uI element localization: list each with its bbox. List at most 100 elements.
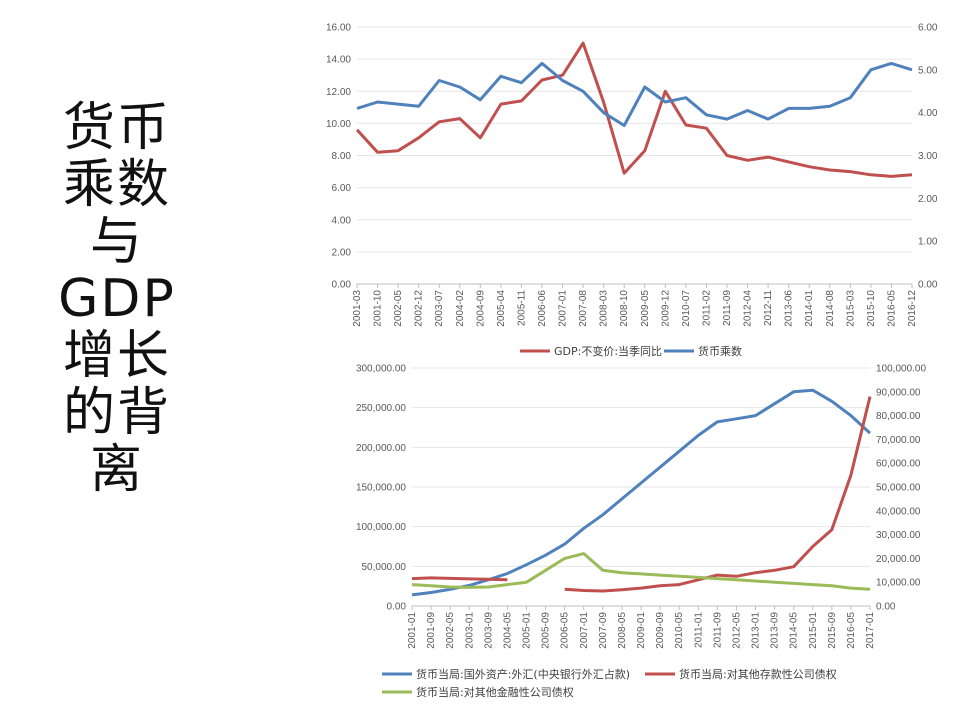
y-left-tick-label: 250,000.00: [356, 403, 406, 414]
series-line: [411, 396, 872, 593]
y-right-tick-label: 2.00: [918, 194, 938, 205]
x-tick-label: 2005-04: [496, 290, 507, 327]
x-tick-label: 2004-09: [475, 290, 486, 327]
y-right-tick-label: 5.00: [918, 65, 938, 76]
y-left-tick-label: 200,000.00: [356, 443, 406, 454]
x-tick-label: 2012-04: [743, 290, 754, 327]
x-tick-label: 2012-11: [763, 290, 774, 326]
y-left-tick-label: 8.00: [332, 151, 352, 162]
y-left-tick-label: 14.00: [326, 55, 351, 66]
x-tick-label: 2016-05: [846, 612, 857, 649]
y-right-tick-label: 10,000.00: [876, 578, 921, 589]
x-tick-label: 2005-11: [516, 290, 527, 326]
x-tick-label: 2014-08: [825, 290, 836, 327]
x-tick-label: 2008-03: [599, 290, 610, 327]
x-tick-label: 2007-01: [558, 290, 569, 327]
title-line: 离: [89, 440, 144, 500]
x-tick-label: 2013-09: [770, 612, 781, 649]
y-left-tick-label: 0.00: [387, 602, 407, 613]
series-line: [411, 552, 871, 591]
y-left-tick-label: 100,000.00: [356, 522, 406, 533]
y-right-tick-label: 3.00: [918, 151, 938, 162]
y-left-tick-label: 4.00: [332, 215, 352, 226]
x-tick-label: 2011-09: [722, 290, 733, 326]
x-tick-label: 2011-02: [701, 290, 712, 326]
x-tick-label: 2007-09: [598, 612, 609, 649]
y-right-tick-label: 1.00: [918, 237, 938, 248]
x-tick-label: 2004-05: [502, 612, 513, 649]
y-right-tick-label: 100,000.00: [876, 364, 926, 375]
legend-label: 货币乘数: [698, 344, 742, 358]
y-right-tick-label: 6.00: [918, 23, 938, 34]
y-right-tick-label: 0.00: [876, 602, 896, 613]
y-left-tick-label: 50,000.00: [362, 562, 407, 573]
y-right-tick-label: 70,000.00: [876, 435, 921, 446]
x-tick-label: 2007-08: [578, 290, 589, 327]
x-tick-label: 2008-10: [619, 290, 630, 327]
x-tick-label: 2006-05: [560, 612, 571, 649]
x-tick-label: 2001-09: [426, 612, 437, 649]
legend-label: GDP:不变价:当季同比: [554, 344, 662, 358]
x-tick-label: 2015-01: [808, 612, 819, 649]
title-line: 乘数: [62, 155, 171, 215]
title-line: 的背: [62, 383, 171, 443]
x-tick-label: 2001-01: [407, 612, 418, 649]
y-left-tick-label: 150,000.00: [356, 483, 406, 494]
x-tick-label: 2005-01: [522, 612, 533, 649]
y-left-tick-label: 10.00: [326, 119, 351, 130]
x-tick-label: 2016-12: [907, 290, 918, 327]
y-right-tick-label: 20,000.00: [876, 554, 921, 565]
x-tick-label: 2015-10: [866, 290, 877, 327]
y-left-tick-label: 0.00: [332, 280, 352, 291]
y-left-tick-label: 6.00: [332, 183, 352, 194]
x-tick-label: 2011-09: [712, 612, 723, 648]
x-tick-label: 2001-10: [373, 290, 384, 327]
y-right-tick-label: 60,000.00: [876, 459, 921, 470]
slide-title: 货币 乘数 与 GDP 增长 的背 离: [52, 100, 182, 620]
x-tick-label: 2003-09: [483, 612, 494, 649]
x-tick-label: 2007-01: [579, 612, 590, 649]
legend-label: 货币当局:对其他存款性公司债权: [679, 667, 837, 681]
y-left-tick-label: 16.00: [326, 23, 351, 34]
x-tick-label: 2017-01: [865, 612, 876, 649]
x-tick-label: 2006-06: [537, 290, 548, 327]
x-tick-label: 2011-01: [693, 612, 704, 648]
x-tick-label: 2005-09: [541, 612, 552, 649]
y-left-tick-label: 300,000.00: [356, 364, 406, 375]
x-tick-label: 2013-06: [784, 290, 795, 327]
x-tick-label: 2013-01: [751, 612, 762, 649]
y-right-tick-label: 80,000.00: [876, 411, 921, 422]
x-tick-label: 2003-07: [434, 290, 445, 327]
x-tick-label: 2009-01: [636, 612, 647, 649]
x-tick-label: 2009-12: [660, 290, 671, 327]
x-tick-label: 2002-05: [393, 290, 404, 327]
x-tick-label: 2002-05: [445, 612, 456, 649]
x-tick-label: 2014-05: [789, 612, 800, 649]
x-tick-label: 2009-05: [640, 290, 651, 327]
y-right-tick-label: 4.00: [918, 108, 938, 119]
x-tick-label: 2008-05: [617, 612, 628, 649]
y-right-tick-label: 0.00: [918, 280, 938, 291]
y-right-tick-label: 30,000.00: [876, 530, 921, 541]
y-right-tick-label: 90,000.00: [876, 387, 921, 398]
x-tick-label: 2001-03: [352, 290, 363, 327]
x-tick-label: 2016-05: [886, 290, 897, 327]
x-tick-label: 2003-01: [464, 612, 475, 649]
legend-label: 货币当局:对其他金融性公司债权: [416, 685, 574, 699]
x-tick-label: 2002-12: [414, 290, 425, 327]
legend-label: 货币当局:国外资产:外汇(中央银行外汇占款): [416, 667, 630, 681]
x-tick-label: 2010-05: [674, 612, 685, 649]
title-line: 与: [89, 212, 144, 272]
title-line: GDP: [58, 269, 176, 329]
x-tick-label: 2015-03: [845, 290, 856, 327]
series-line: [411, 388, 872, 597]
title-line: 增长: [62, 326, 171, 386]
x-tick-label: 2014-01: [804, 290, 815, 327]
series-line: [356, 61, 913, 127]
y-left-tick-label: 2.00: [332, 247, 352, 258]
x-tick-label: 2010-07: [681, 290, 692, 327]
y-left-tick-label: 12.00: [326, 87, 351, 98]
x-tick-label: 2015-09: [827, 612, 838, 649]
x-tick-label: 2004-02: [455, 290, 466, 327]
